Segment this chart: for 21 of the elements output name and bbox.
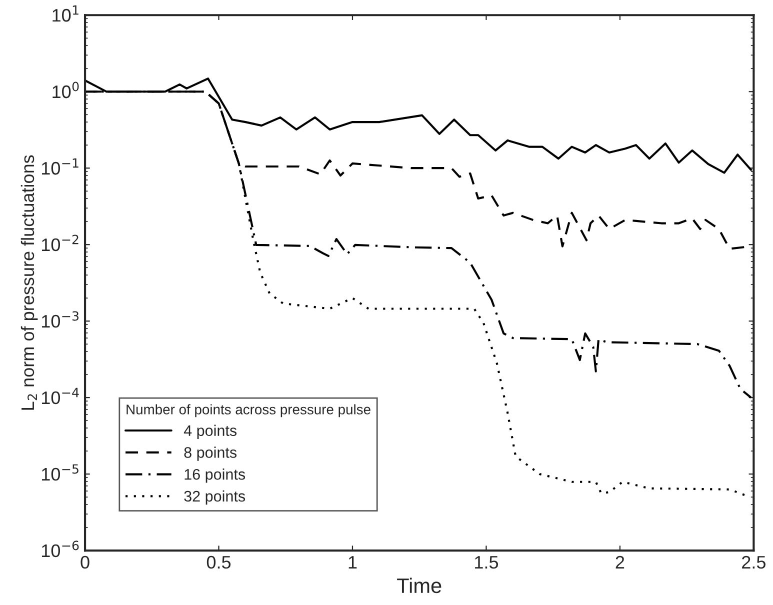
x-tick-label: 1.5	[475, 556, 498, 569]
y-tick-label: 10$^{−1}$	[42, 158, 78, 175]
y-axis-title: L$_{2}$ norm of pressure fluctuations	[20, 155, 38, 410]
y-tick-label: 10$^{1}$	[52, 5, 78, 22]
x-tick-label: 0	[80, 556, 90, 569]
x-axis-title: Time	[397, 578, 442, 594]
x-tick-label: 2.5	[742, 556, 766, 569]
y-tick-label: 10$^{0}$	[52, 82, 79, 98]
legend-label: 16 points	[184, 468, 246, 483]
y-tick-label: 10$^{−4}$	[42, 388, 79, 404]
legend-label: 4 points	[184, 424, 237, 440]
y-tick-label: 10$^{−3}$	[42, 311, 78, 328]
legend-label: 32 points	[184, 490, 246, 505]
y-tick-label: 10$^{−5}$	[42, 464, 78, 481]
y-tick-label: 10$^{−6}$	[42, 540, 79, 558]
legend-label: 8 points	[184, 446, 237, 461]
x-tick-label: 0.5	[206, 556, 231, 569]
y-tick-label: 10$^{−2}$	[42, 234, 78, 252]
legend-title: Number of points across pressure pulse	[126, 404, 370, 418]
x-tick-label: 2	[616, 556, 624, 568]
x-tick-label: 1	[348, 556, 357, 568]
